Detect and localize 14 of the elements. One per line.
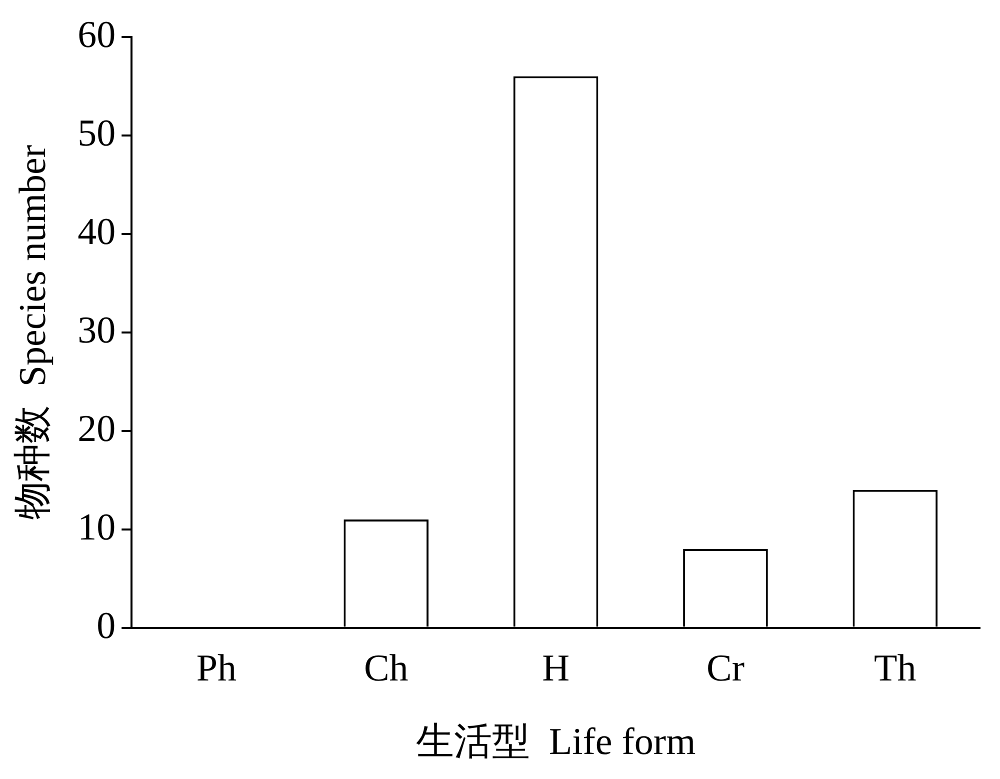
y-tick-label: 40 <box>78 210 116 253</box>
y-axis-title: 物种数 Species number <box>12 144 54 520</box>
x-tick-label: Th <box>874 648 916 690</box>
y-tick-label: 20 <box>78 408 116 450</box>
y-tick-label: 30 <box>78 309 116 352</box>
x-axis-title: 生活型 Life form <box>416 721 696 764</box>
y-tick-label: 0 <box>96 604 116 647</box>
x-tick-label: Cr <box>706 648 745 690</box>
y-tick-label: 50 <box>78 112 116 154</box>
x-tick-label: H <box>542 648 570 690</box>
x-tick-label: Ph <box>196 648 237 690</box>
y-tick-label: 10 <box>78 506 116 548</box>
x-tick-label: Ch <box>364 648 408 690</box>
y-tick-label: 60 <box>78 14 116 56</box>
